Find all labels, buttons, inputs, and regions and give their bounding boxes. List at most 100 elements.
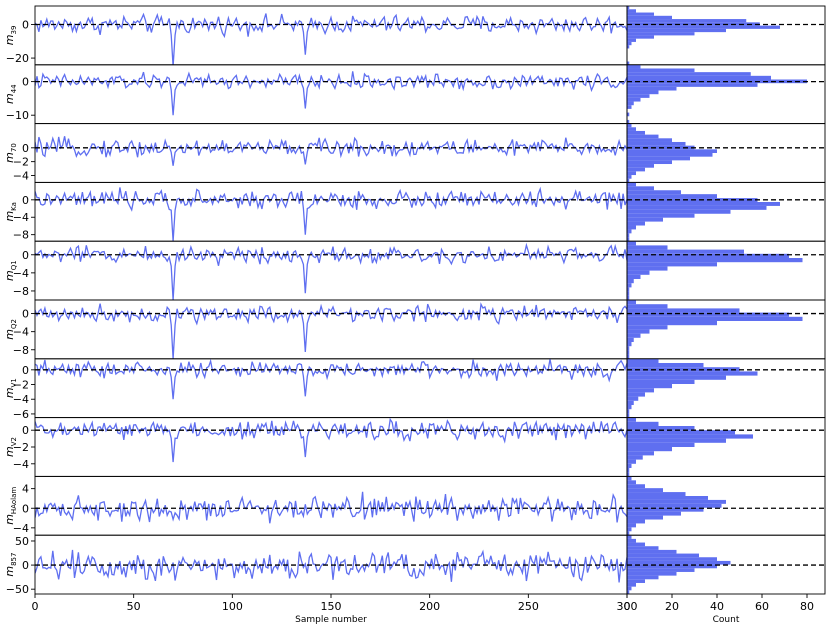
y-axis-label-main: m: [3, 514, 16, 525]
trace-line: [35, 491, 627, 524]
hist-bar: [627, 287, 630, 292]
y-tick-label: 50: [15, 535, 29, 548]
y-axis-label-main: m: [3, 329, 16, 340]
y-axis-label: mQ2: [3, 319, 18, 340]
hist-bar: [627, 388, 654, 393]
hist-bar: [627, 35, 654, 39]
hist-bar: [627, 503, 722, 508]
trace-frame: [34, 417, 628, 477]
hist-bar: [627, 141, 686, 146]
hist-bar: [627, 430, 735, 435]
hist-bar: [627, 75, 771, 80]
hist-bar: [627, 308, 740, 313]
hist-bar: [627, 274, 641, 279]
trace-frame: [34, 358, 628, 419]
y-axis-label: mV1: [3, 378, 18, 398]
hist-bar: [627, 213, 695, 218]
hist-bar: [627, 564, 717, 569]
hist-bar: [627, 560, 731, 565]
y-axis-label-main: m: [3, 152, 16, 163]
hist-x-tick-label: 60: [755, 600, 769, 613]
y-tick-label: 0: [22, 308, 29, 321]
hist-bar: [627, 156, 690, 161]
panel-V1: 0 −2−4 −6 mV1: [3, 358, 826, 421]
hist-bar: [627, 582, 636, 587]
hist-bar: [627, 86, 677, 91]
y-axis-label-sub: Q2: [10, 319, 18, 329]
hist-bar: [627, 568, 695, 572]
hist-bar: [627, 300, 636, 305]
y-tick-label: 0: [22, 18, 29, 31]
hist-bar: [627, 476, 632, 481]
hist-bar: [627, 426, 695, 431]
hist-bar: [627, 217, 663, 222]
hist-bar: [627, 112, 630, 117]
x-tick-label: 200: [419, 600, 440, 613]
hist-bar: [627, 134, 659, 139]
hist-bar: [627, 258, 803, 263]
y-tick-label: 4: [22, 483, 29, 496]
hist-bar: [627, 354, 630, 359]
y-tick-label: 0: [22, 424, 29, 437]
trace-line: [35, 302, 627, 359]
hist-bar: [627, 499, 726, 504]
y-axis-label-main: m: [3, 387, 16, 398]
hist-bar: [627, 455, 643, 460]
trace-line: [35, 136, 627, 166]
hist-bar: [627, 249, 744, 254]
y-tick-label: 0: [22, 142, 29, 155]
hist-bar: [627, 590, 630, 594]
hist-bar: [627, 542, 645, 547]
hist-bar: [627, 182, 636, 187]
hist-bar: [627, 463, 632, 468]
hist-bar: [627, 337, 634, 342]
hist-bar: [627, 209, 731, 214]
hist-bar: [627, 138, 672, 142]
hist-bar: [627, 379, 695, 384]
hist-bar: [627, 190, 681, 195]
hist-bar: [627, 262, 717, 267]
trace-frame: [34, 181, 628, 242]
y-axis-label: m39: [3, 26, 18, 46]
trace-x-axis: 0 50 100 150 200 250 300: [32, 594, 638, 613]
hist-bar: [627, 32, 695, 36]
hist-bar: [627, 421, 659, 426]
hist-bar: [627, 413, 630, 418]
hist-bar: [627, 321, 717, 326]
hist-bar: [627, 519, 645, 524]
hist-bar: [627, 325, 668, 330]
hist-bar: [627, 523, 636, 528]
hist-bar: [627, 9, 636, 13]
hist-bar: [627, 549, 677, 554]
y-axis-label: m857: [3, 553, 18, 577]
y-axis-label-sub: HAolam: [10, 487, 18, 514]
hist-bar: [627, 295, 630, 300]
hist-x-axis: 0 20 40 60 80: [624, 594, 814, 613]
y-tick-label: 0: [22, 364, 29, 377]
hist-bar: [627, 447, 672, 452]
hist-bar: [627, 329, 650, 334]
x-tick-label: 300: [617, 600, 638, 613]
hist-bar: [627, 6, 630, 10]
hist-bar: [627, 160, 672, 165]
trace-frame: [34, 64, 628, 125]
hist-bar: [627, 579, 645, 583]
hist-bar: [627, 371, 758, 376]
trace-frame: [34, 299, 628, 360]
y-axis-label: mQ1: [3, 260, 18, 281]
panels-group: 0−20m390−10m440−2−4m700−4−8mKa0−4−8mQ10−…: [3, 5, 826, 596]
x-tick-label: 250: [518, 600, 539, 613]
panel-Q1: 0 −4 −8 mQ1: [3, 240, 826, 301]
panel-857: 50 0 −50 m857: [3, 534, 826, 596]
hist-bar: [627, 333, 641, 338]
hist-bar: [627, 434, 753, 439]
hist-bar: [627, 515, 663, 520]
hist-bar: [627, 149, 717, 153]
hist-bar: [627, 484, 645, 489]
hist-bar: [627, 221, 645, 226]
y-tick-label: −6: [13, 408, 29, 421]
hist-bar: [627, 72, 751, 76]
hist-bar: [627, 538, 636, 543]
